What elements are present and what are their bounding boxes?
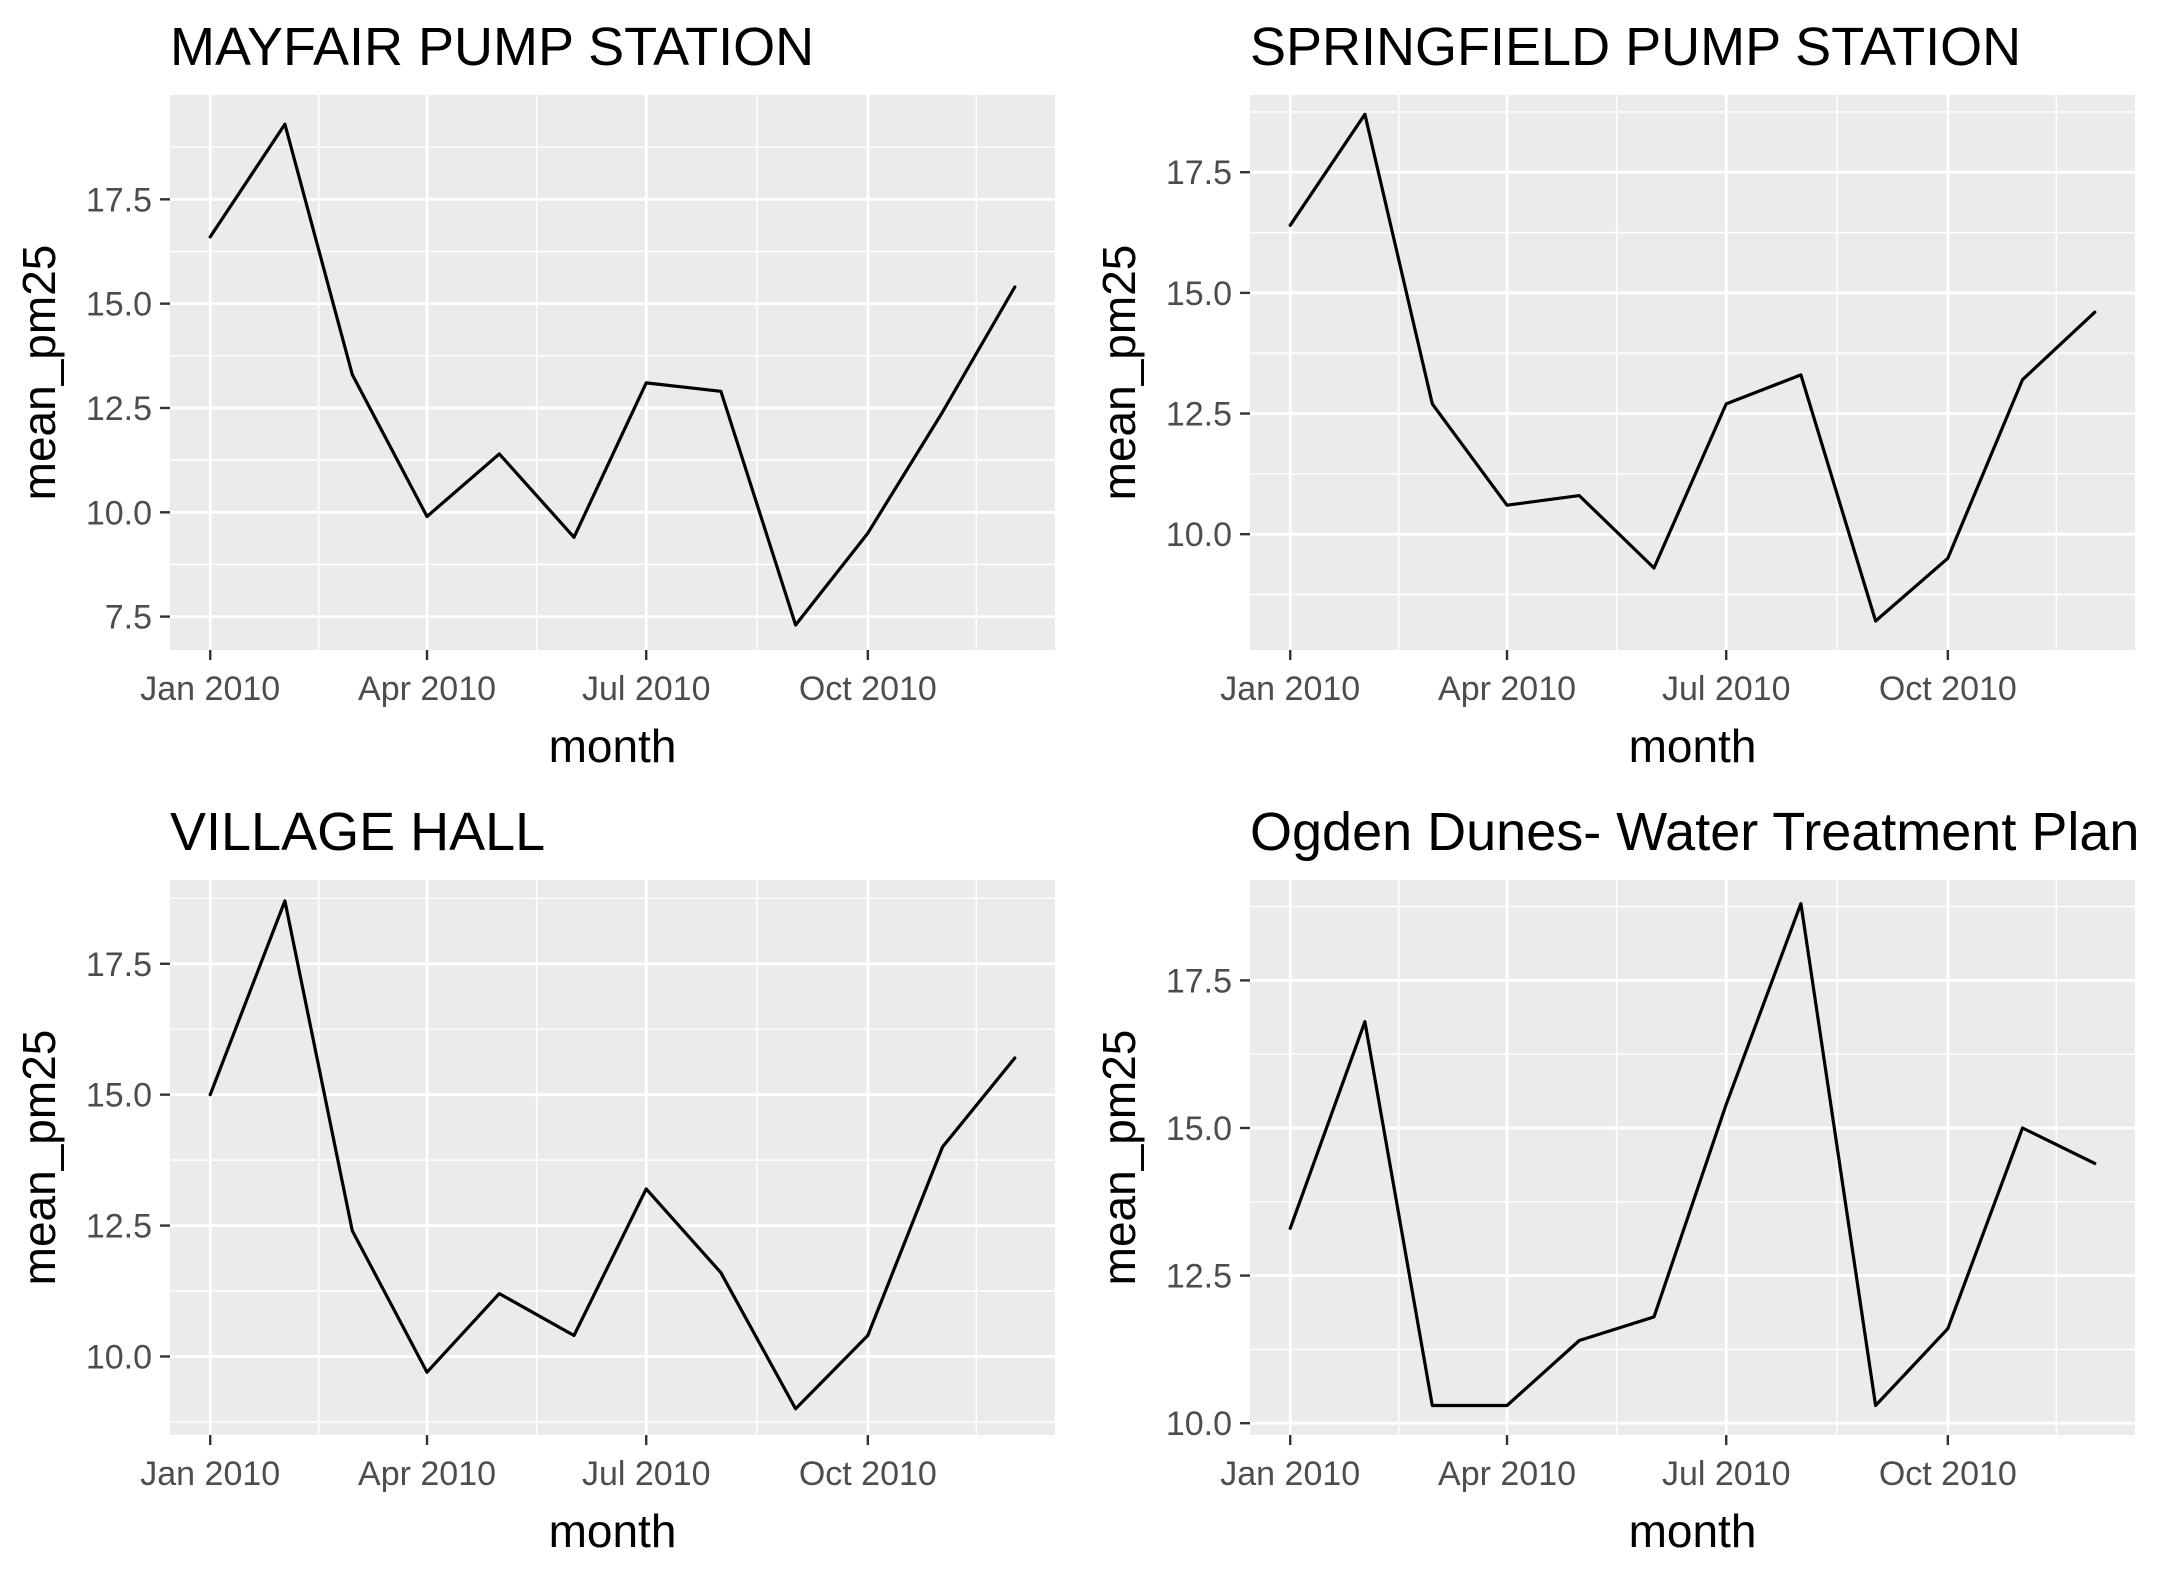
series-line-1 [208, 899, 1017, 1411]
panel-3: 10.0 12.5 15.0 17.5 Jan 2010 Apr 2010 Jul 2010… [13, 802, 1055, 1557]
panel-title: Ogden Dunes- Water Treatment Plan [1250, 802, 2139, 862]
x-axis-title: month [1629, 1505, 1757, 1557]
y-tick-label: 10.0 [1166, 516, 1232, 554]
panel-4: 10.0 12.5 15.0 17.5 Jan 2010 Apr 2010 Jul 2010… [1093, 802, 2139, 1557]
x-axis-title: month [549, 720, 677, 772]
x-tick-label: Jan 2010 [140, 670, 280, 708]
x-tick-label: Jul 2010 [1662, 1455, 1791, 1493]
y-tick-label: 15.0 [1166, 1110, 1232, 1148]
y-tick-label: 10.0 [1166, 1405, 1232, 1443]
y-tick-label: 17.5 [1166, 154, 1232, 192]
y-axis-title: mean_pm25 [1093, 1030, 1145, 1286]
panel-title: VILLAGE HALL [170, 802, 545, 862]
x-tick-label: Jan 2010 [1220, 670, 1360, 708]
x-tick-label: Oct 2010 [1879, 1455, 2017, 1493]
x-tick-label: Apr 2010 [1438, 1455, 1576, 1493]
panel-1: 7.5 10.0 12.5 15.0 17.5 Jan 2010 Apr 2010 Jul 2… [13, 17, 1055, 772]
y-axis-title: mean_pm25 [13, 1030, 65, 1286]
series-line-1 [1288, 112, 2097, 623]
x-tick-label: Jul 2010 [582, 670, 711, 708]
x-tick-label: Apr 2010 [1438, 670, 1576, 708]
y-tick-label: 7.5 [105, 599, 152, 637]
panel-title: MAYFAIR PUMP STATION [170, 17, 814, 77]
x-tick-label: Jul 2010 [582, 1455, 711, 1493]
plot-background [1250, 880, 2135, 1435]
y-tick-label: 12.5 [86, 390, 152, 428]
x-tick-label: Jan 2010 [1220, 1455, 1360, 1493]
series-line-1 [208, 122, 1017, 627]
panel-title: SPRINGFIELD PUMP STATION [1250, 17, 2021, 77]
y-tick-label: 10.0 [86, 1338, 152, 1376]
y-tick-label: 15.0 [86, 286, 152, 324]
x-tick-label: Oct 2010 [799, 670, 937, 708]
plot-background [170, 880, 1055, 1435]
x-tick-label: Oct 2010 [799, 1455, 937, 1493]
y-tick-label: 17.5 [86, 181, 152, 219]
series-line-1 [1288, 901, 2097, 1408]
y-tick-label: 15.0 [86, 1077, 152, 1115]
x-tick-label: Jan 2010 [140, 1455, 280, 1493]
y-tick-label: 12.5 [1166, 1258, 1232, 1296]
plot-background [1250, 95, 2135, 650]
y-tick-label: 17.5 [86, 946, 152, 984]
y-axis-title: mean_pm25 [13, 245, 65, 501]
x-axis-title: month [1629, 720, 1757, 772]
y-tick-label: 15.0 [1166, 275, 1232, 313]
x-tick-label: Jul 2010 [1662, 670, 1791, 708]
x-tick-label: Apr 2010 [358, 1455, 496, 1493]
y-tick-label: 12.5 [1166, 396, 1232, 434]
panel-2: 10.0 12.5 15.0 17.5 Jan 2010 Apr 2010 Jul 2010… [1093, 17, 2135, 772]
x-axis-title: month [549, 1505, 677, 1557]
y-tick-label: 17.5 [1166, 962, 1232, 1000]
x-tick-label: Apr 2010 [358, 670, 496, 708]
y-tick-label: 10.0 [86, 494, 152, 532]
plot-background [170, 95, 1055, 650]
y-axis-title: mean_pm25 [1093, 245, 1145, 501]
x-tick-label: Oct 2010 [1879, 670, 2017, 708]
y-tick-label: 12.5 [86, 1208, 152, 1246]
